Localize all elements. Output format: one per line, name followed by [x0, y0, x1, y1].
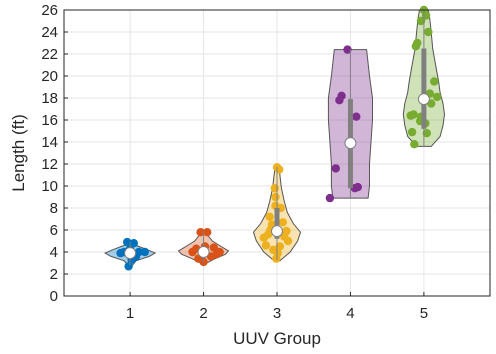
y-tick-label: 26	[41, 2, 58, 19]
data-point-group-4	[325, 193, 335, 203]
data-point-group-5	[416, 16, 426, 26]
data-point-group-2	[209, 243, 218, 252]
data-point-group-3	[278, 218, 288, 227]
y-tick-label: 16	[41, 112, 58, 129]
data-point-group-4	[337, 91, 346, 101]
data-point-group-5	[430, 77, 439, 86]
x-tick-label: 5	[420, 305, 428, 322]
y-tick-label: 18	[41, 90, 58, 107]
x-tick-label: 2	[199, 305, 207, 322]
data-point-group-2	[212, 250, 221, 259]
y-tick-label: 22	[41, 46, 58, 63]
y-tick-label: 24	[41, 24, 58, 41]
data-point-group-4	[353, 182, 362, 192]
x-tick-label: 3	[273, 305, 281, 322]
y-tick-label: 12	[41, 156, 58, 173]
y-tick-label: 10	[41, 178, 58, 195]
y-tick-label: 8	[50, 200, 58, 217]
data-point-group-4	[331, 164, 340, 173]
data-point-group-3	[271, 192, 280, 202]
data-point-group-5	[422, 129, 431, 138]
data-point-group-3	[261, 241, 271, 250]
data-point-group-5	[410, 140, 419, 149]
median-marker-group-2	[197, 246, 210, 258]
data-point-group-3	[275, 165, 284, 174]
data-point-group-5	[409, 110, 418, 119]
data-point-group-3	[270, 184, 279, 193]
iqr-box-group-3	[274, 208, 280, 239]
data-point-group-1	[123, 237, 132, 247]
data-point-group-5	[424, 27, 433, 37]
median-marker-group-3	[271, 225, 283, 238]
y-tick-label: 6	[50, 222, 58, 239]
y-tick-label: 2	[50, 266, 58, 283]
data-point-group-5	[407, 127, 417, 137]
median-marker-group-5	[417, 93, 430, 106]
x-tick-label: 4	[346, 305, 354, 322]
data-point-group-4	[352, 112, 361, 121]
data-point-group-3	[259, 233, 268, 242]
data-point-group-5	[432, 92, 442, 102]
y-tick-label: 20	[41, 68, 58, 85]
data-point-group-5	[411, 42, 420, 51]
y-tick-label: 0	[50, 288, 58, 305]
data-point-group-1	[124, 262, 133, 271]
y-tick-label: 14	[41, 134, 58, 151]
box-summaries	[124, 10, 430, 266]
data-point-group-3	[273, 248, 282, 258]
x-axis-label: UUV Group	[233, 329, 321, 348]
iqr-box-group-5	[421, 48, 427, 129]
data-point-group-2	[196, 228, 205, 237]
data-point-group-1	[140, 247, 149, 257]
x-tick-label: 1	[126, 305, 134, 322]
data-point-group-3	[283, 236, 293, 246]
median-marker-group-1	[124, 247, 137, 260]
data-points	[116, 5, 442, 271]
data-point-group-2	[203, 228, 212, 237]
median-marker-group-4	[344, 137, 357, 150]
data-point-group-4	[343, 45, 352, 54]
data-point-group-3	[275, 242, 285, 251]
data-point-group-1	[116, 248, 125, 258]
y-tick-label: 4	[50, 244, 58, 261]
data-point-group-3	[265, 212, 274, 221]
y-axis-label: Length (ft)	[9, 114, 28, 192]
